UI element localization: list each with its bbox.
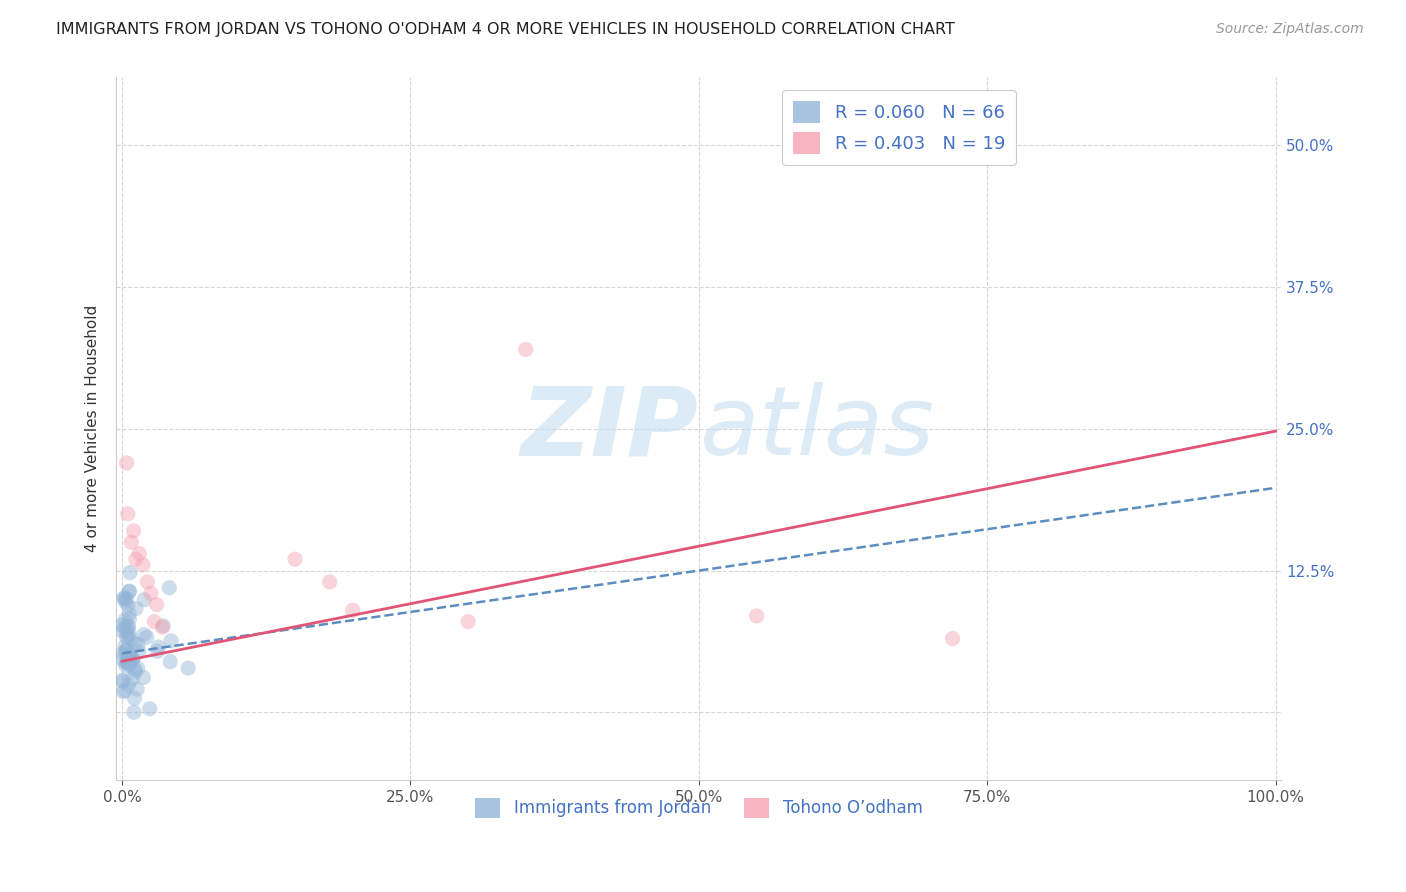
Point xyxy=(125,601,148,615)
Text: Source: ZipAtlas.com: Source: ZipAtlas.com xyxy=(1216,22,1364,37)
Point xyxy=(134,592,156,607)
Point xyxy=(117,619,139,633)
Point xyxy=(111,618,134,632)
Point xyxy=(111,646,134,660)
Text: ZIP: ZIP xyxy=(522,383,699,475)
Point xyxy=(136,574,159,589)
Point xyxy=(115,643,138,657)
Point xyxy=(121,652,143,666)
Point xyxy=(145,598,167,612)
Legend: Immigrants from Jordan, Tohono O’odham: Immigrants from Jordan, Tohono O’odham xyxy=(468,791,929,825)
Point xyxy=(115,456,138,470)
Point xyxy=(117,629,139,643)
Point xyxy=(111,673,134,688)
Point xyxy=(157,581,180,595)
Point xyxy=(125,682,148,697)
Point xyxy=(117,654,139,668)
Point xyxy=(128,547,150,561)
Point xyxy=(139,586,162,600)
Point xyxy=(118,566,141,580)
Point xyxy=(118,649,141,664)
Point xyxy=(342,603,364,617)
Point xyxy=(112,591,135,605)
Point xyxy=(118,584,141,599)
Point xyxy=(132,670,155,684)
Point xyxy=(942,632,965,646)
Point xyxy=(117,678,139,692)
Point xyxy=(128,644,150,658)
Point xyxy=(118,607,141,621)
Point xyxy=(115,591,138,606)
Point xyxy=(117,649,139,664)
Point xyxy=(114,594,136,608)
Point xyxy=(114,613,136,627)
Point xyxy=(120,648,142,663)
Text: IMMIGRANTS FROM JORDAN VS TOHONO O'ODHAM 4 OR MORE VEHICLES IN HOUSEHOLD CORRELA: IMMIGRANTS FROM JORDAN VS TOHONO O'ODHAM… xyxy=(56,22,955,37)
Point xyxy=(117,507,139,521)
Point xyxy=(177,661,200,675)
Point xyxy=(121,672,143,686)
Point xyxy=(122,652,145,666)
Point xyxy=(118,658,141,673)
Point xyxy=(117,656,139,670)
Point xyxy=(138,702,160,716)
Point xyxy=(111,652,134,666)
Point xyxy=(132,558,155,572)
Point xyxy=(114,639,136,653)
Point xyxy=(148,640,170,654)
Point xyxy=(115,624,138,638)
Point xyxy=(146,644,169,658)
Point xyxy=(114,645,136,659)
Point xyxy=(125,552,148,566)
Text: atlas: atlas xyxy=(699,383,934,475)
Point xyxy=(284,552,307,566)
Point xyxy=(152,619,174,633)
Point xyxy=(117,599,139,613)
Point xyxy=(115,658,138,673)
Point xyxy=(127,638,149,652)
Point xyxy=(114,656,136,670)
Point xyxy=(745,608,768,623)
Point xyxy=(112,674,135,689)
Point xyxy=(127,661,149,675)
Point xyxy=(124,662,146,676)
Point xyxy=(143,615,166,629)
Point xyxy=(457,615,479,629)
Point xyxy=(118,612,141,626)
Point xyxy=(117,620,139,634)
Point xyxy=(318,574,340,589)
Point xyxy=(115,630,138,644)
Point xyxy=(124,637,146,651)
Point xyxy=(118,584,141,599)
Point xyxy=(121,652,143,666)
Point xyxy=(160,633,183,648)
Y-axis label: 4 or more Vehicles in Household: 4 or more Vehicles in Household xyxy=(86,305,100,552)
Point xyxy=(135,630,157,644)
Point xyxy=(112,591,135,606)
Point xyxy=(124,691,146,706)
Point xyxy=(122,524,145,538)
Point xyxy=(114,683,136,698)
Point xyxy=(134,627,156,641)
Point xyxy=(120,535,142,549)
Point xyxy=(112,685,135,699)
Point xyxy=(515,343,537,357)
Point xyxy=(120,632,142,647)
Point xyxy=(159,655,181,669)
Point xyxy=(111,624,134,638)
Point xyxy=(152,620,174,634)
Point xyxy=(122,706,145,720)
Point xyxy=(118,626,141,640)
Point xyxy=(114,621,136,635)
Point xyxy=(117,655,139,669)
Point xyxy=(124,665,146,679)
